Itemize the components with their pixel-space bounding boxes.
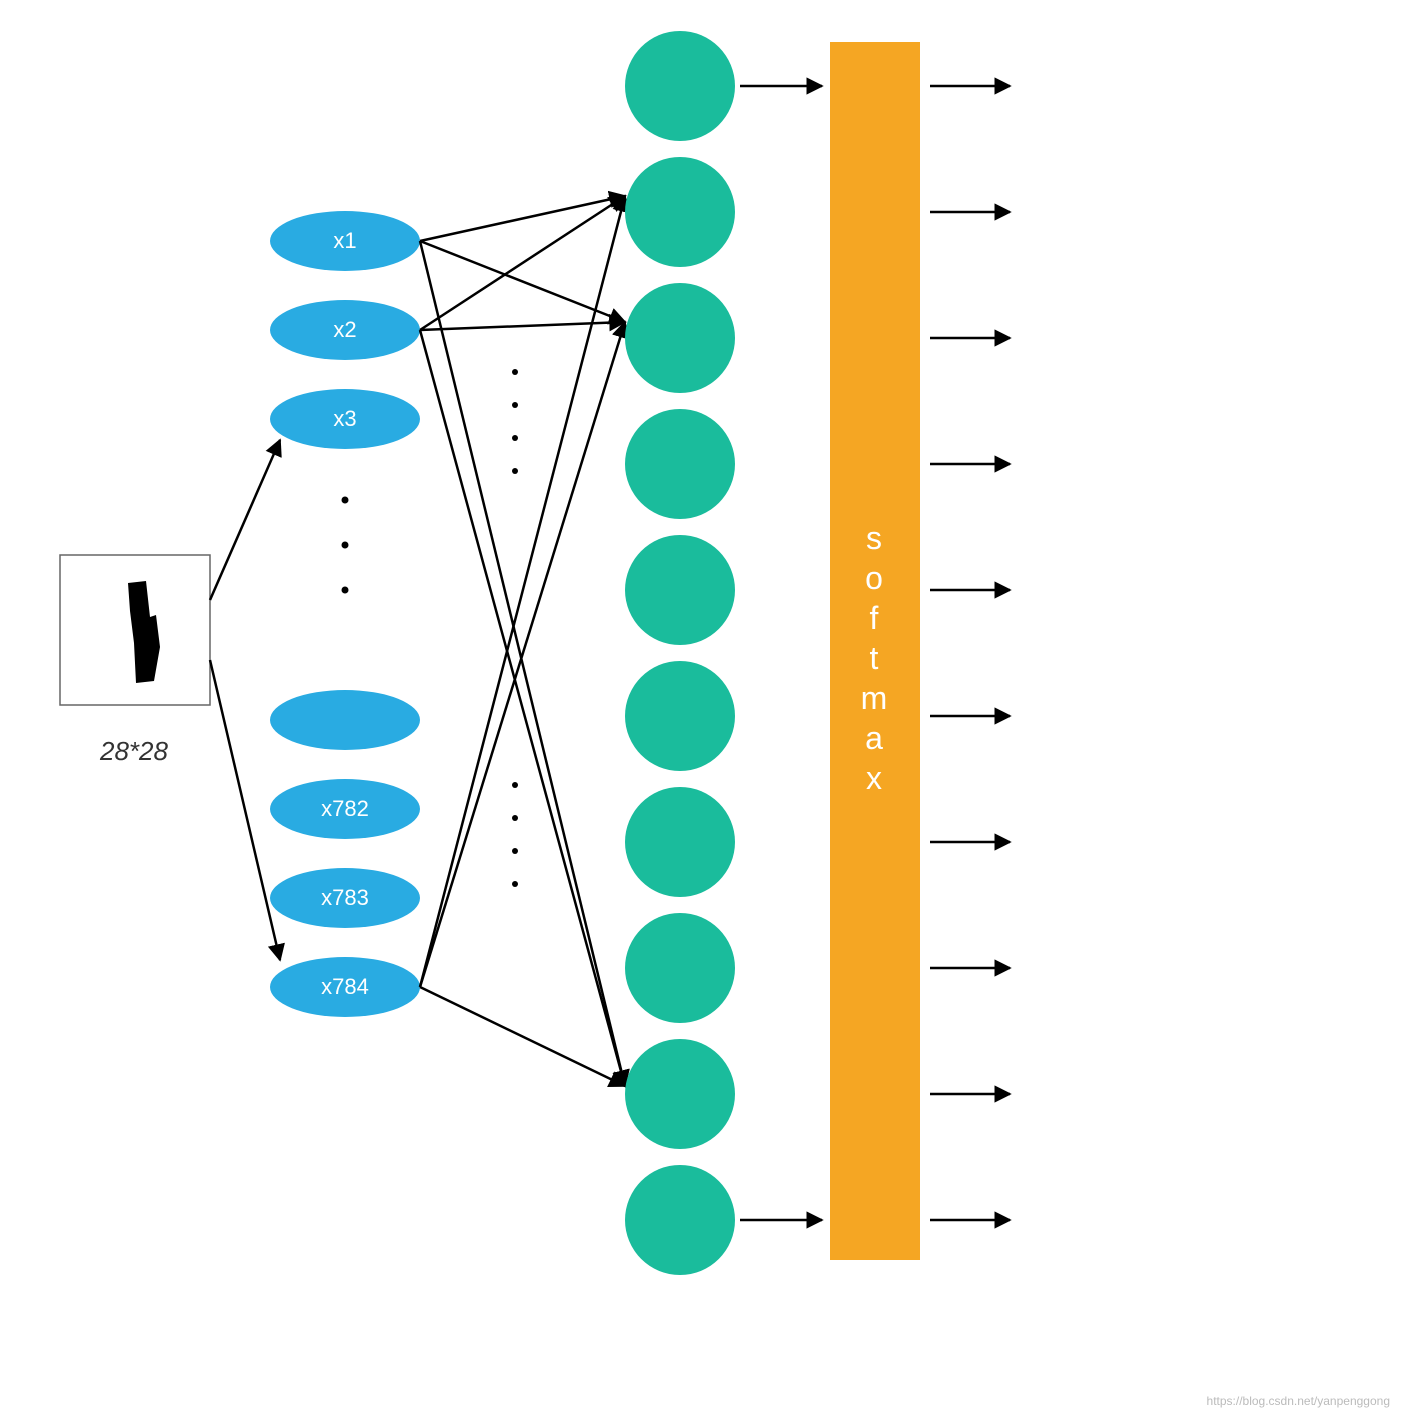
pixel-vdots-c-1: [512, 815, 518, 821]
pixel-node-3: [270, 690, 420, 750]
hidden-node-1: [625, 157, 735, 267]
dense-arrow-0-0: [420, 196, 625, 241]
pixel-vdots-b-3: [512, 468, 518, 474]
dense-arrow-2-0: [420, 196, 625, 987]
pixel-vdots-c-3: [512, 881, 518, 887]
hidden-node-9: [625, 1165, 735, 1275]
image-to-pixel-arrow-1: [210, 660, 280, 960]
pixel-node-label-5: x783: [321, 885, 369, 910]
hidden-node-0: [625, 31, 735, 141]
hidden-node-4: [625, 535, 735, 645]
hidden-node-5: [625, 661, 735, 771]
dense-arrow-1-2: [420, 330, 625, 1086]
pixel-vdots-c-0: [512, 782, 518, 788]
image-to-pixel-arrow-0: [210, 440, 280, 600]
pixel-node-label-4: x782: [321, 796, 369, 821]
pixel-vdots-a-0: [342, 497, 349, 504]
pixel-node-label-1: x2: [333, 317, 356, 342]
hidden-node-6: [625, 787, 735, 897]
pixel-vdots-b-1: [512, 402, 518, 408]
hidden-node-7: [625, 913, 735, 1023]
input-size-label: 28*28: [99, 736, 168, 766]
pixel-node-label-2: x3: [333, 406, 356, 431]
pixel-node-label-6: x784: [321, 974, 369, 999]
pixel-vdots-a-2: [342, 587, 349, 594]
pixel-vdots-b-0: [512, 369, 518, 375]
dense-arrow-1-1: [420, 322, 625, 330]
dense-arrow-2-2: [420, 987, 625, 1086]
pixel-vdots-b-2: [512, 435, 518, 441]
pixel-vdots-c-2: [512, 848, 518, 854]
hidden-node-2: [625, 283, 735, 393]
hidden-node-8: [625, 1039, 735, 1149]
dense-arrow-2-1: [420, 322, 625, 987]
hidden-node-3: [625, 409, 735, 519]
watermark-text: https://blog.csdn.net/yanpenggong: [1207, 1394, 1390, 1408]
nn-diagram: 28*28x1x2x3x782x783x784softmaxhttps://bl…: [0, 0, 1402, 1414]
dense-arrow-0-2: [420, 241, 625, 1086]
pixel-node-label-0: x1: [333, 228, 356, 253]
pixel-vdots-a-1: [342, 542, 349, 549]
